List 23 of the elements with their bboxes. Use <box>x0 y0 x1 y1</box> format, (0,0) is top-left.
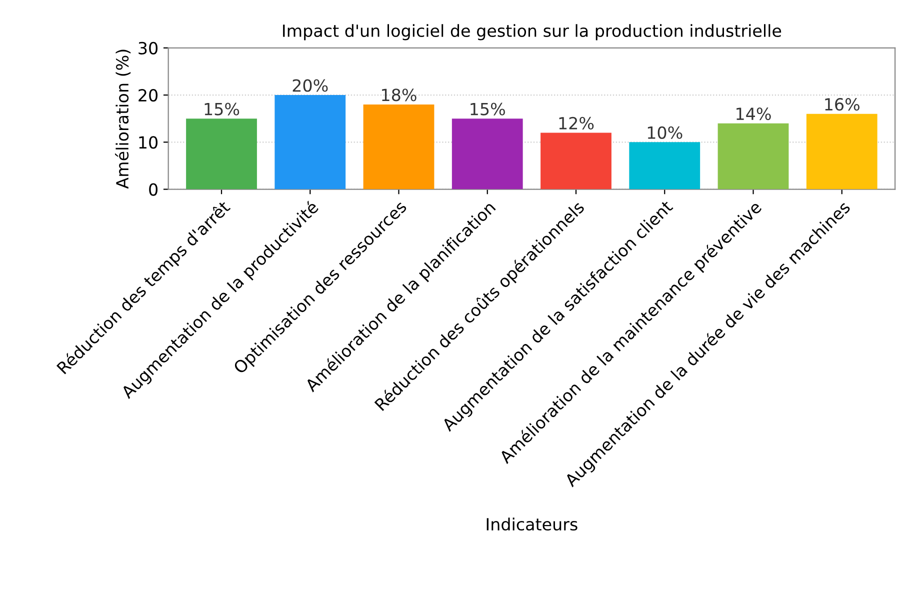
y-tick-label: 20 <box>138 89 158 102</box>
bar <box>452 118 523 190</box>
y-tick-label: 0 <box>149 183 158 196</box>
bar <box>540 132 612 190</box>
data-label: 14% <box>736 107 771 120</box>
x-axis-title: Indicateurs <box>486 518 578 531</box>
data-label: 10% <box>648 126 682 139</box>
data-label: 15% <box>204 102 240 116</box>
data-label: 20% <box>292 79 328 92</box>
y-axis-title: Amélioration (%) <box>115 50 131 189</box>
bar <box>718 123 789 190</box>
bar <box>629 142 700 190</box>
data-label: 18% <box>382 88 416 102</box>
chart-title: Impact d'un logiciel de gestion sur la production industrielle <box>283 24 782 40</box>
bar <box>806 114 878 190</box>
bar <box>186 118 257 190</box>
y-tick-label: 30 <box>138 42 158 54</box>
bar <box>363 104 434 190</box>
data-label: 16% <box>825 98 860 111</box>
y-tick-label: 10 <box>139 136 158 149</box>
bar <box>274 95 346 190</box>
data-label: 15% <box>470 102 505 116</box>
data-label: 12% <box>559 116 594 130</box>
